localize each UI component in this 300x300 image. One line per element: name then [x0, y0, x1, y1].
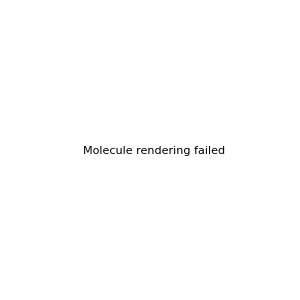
Text: Molecule rendering failed: Molecule rendering failed [83, 146, 225, 157]
